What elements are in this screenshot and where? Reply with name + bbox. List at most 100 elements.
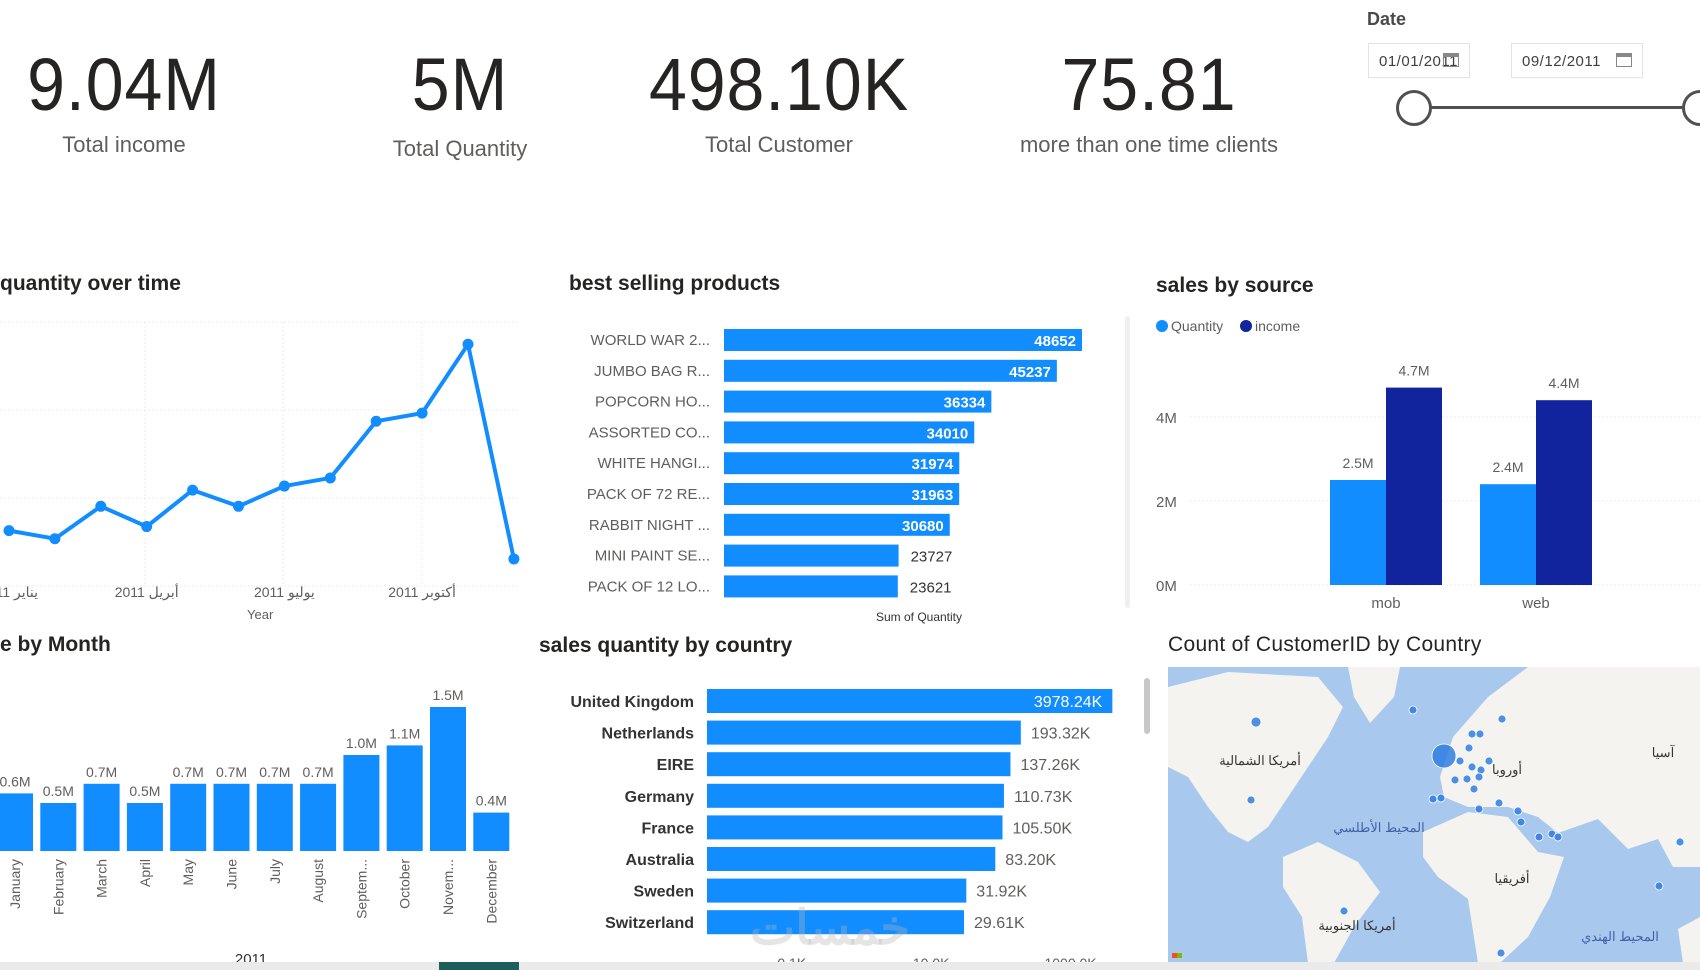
country-bubble <box>1474 772 1484 782</box>
country-bubble <box>1484 756 1494 766</box>
map-label: آسيا <box>1652 744 1676 760</box>
month-bar <box>83 783 120 851</box>
country-label: Germany <box>625 789 694 806</box>
data-label: 2.4M <box>1492 459 1523 475</box>
data-label: 36334 <box>944 395 986 412</box>
country-bubble <box>1450 775 1460 785</box>
country-label: EIRE <box>657 757 695 774</box>
customer-map[interactable]: أمريكا الشمالية أوروبا آسيا المحيط الأطل… <box>1168 667 1700 963</box>
date-slider-track[interactable] <box>1414 106 1700 109</box>
month-label: July <box>267 859 283 884</box>
start-date-input[interactable]: 01/01/2011 <box>1368 43 1470 78</box>
country-bubble <box>1553 832 1563 842</box>
month-label: October <box>397 859 413 909</box>
month-bar <box>170 783 207 851</box>
map-label: أمريكا الشمالية <box>1219 752 1301 769</box>
product-label: MINI PAINT SE... <box>595 548 710 565</box>
y-tick-label: 0M <box>1156 578 1177 595</box>
line-point <box>462 338 474 350</box>
product-bar <box>724 329 1082 351</box>
date-slider-start-handle[interactable] <box>1396 90 1432 126</box>
month-label: Septem... <box>353 859 369 919</box>
data-label: 34010 <box>927 425 969 442</box>
kpi-value: 5M <box>411 43 509 126</box>
kpi-value: 75.81 <box>1061 43 1237 126</box>
legend-marker <box>1156 320 1168 332</box>
data-label: 0.7M <box>216 764 247 780</box>
best-selling-products-chart: WORLD WAR 2... 48652 JUMBO BAG R... 45237 PO… <box>587 329 1082 624</box>
month-label: February <box>50 859 66 915</box>
data-label: 31974 <box>912 456 954 473</box>
month-label: June <box>224 859 240 890</box>
sales-quantity-by-country-chart: United Kingdom 3978.24K Netherlands 193.32K… <box>570 689 1113 970</box>
end-date-input[interactable]: 09/12/2011 <box>1511 43 1643 78</box>
month-bar <box>300 783 337 851</box>
data-label: 1.1M <box>389 725 420 741</box>
country-label: Sweden <box>634 884 694 901</box>
x-tick-label: يناير 2011 <box>0 584 38 601</box>
month-label: March <box>94 859 110 898</box>
data-label: 0.5M <box>43 783 74 799</box>
line-point <box>233 500 244 512</box>
x-tick-label: أبريل 2011 <box>115 582 179 601</box>
source-bar <box>1386 387 1442 585</box>
country-bubble <box>1534 832 1544 842</box>
line-point <box>49 533 61 545</box>
month-label: May <box>180 859 196 885</box>
map-labels: أمريكا الشمالية أوروبا آسيا المحيط الأطل… <box>1219 744 1675 945</box>
line-point <box>370 415 382 427</box>
y-tick-label: 2M <box>1156 494 1177 511</box>
source-chart-title: sales by source <box>1156 274 1314 297</box>
line-point <box>416 407 428 419</box>
country-bubble <box>1675 837 1685 847</box>
data-label: 0.7M <box>303 764 334 780</box>
month-bar <box>126 803 163 851</box>
data-label: 1.0M <box>346 735 377 751</box>
month-bar <box>0 793 33 851</box>
calendar-icon[interactable] <box>1443 53 1459 67</box>
month-label: December <box>483 859 499 924</box>
country-label: United Kingdom <box>570 694 694 711</box>
legend-label: Quantity <box>1171 318 1223 334</box>
line-point <box>141 521 153 533</box>
legend-label: income <box>1255 318 1300 334</box>
data-label: 0.5M <box>129 783 160 799</box>
product-bar <box>724 421 975 444</box>
map-label: أوروبا <box>1492 761 1522 778</box>
product-bar <box>724 513 950 536</box>
month-bar <box>430 707 466 851</box>
country-bar <box>707 720 1021 745</box>
date-slider-end-handle[interactable] <box>1682 90 1700 126</box>
country-bubble <box>1475 729 1485 739</box>
country-bubble <box>1516 817 1526 827</box>
country-bar <box>707 689 1113 713</box>
map-label: المحيط الأطلسي <box>1333 819 1424 835</box>
source-bar <box>1330 480 1386 585</box>
product-label: ASSORTED CO... <box>589 424 710 441</box>
date-slicer-label: Date <box>1367 9 1407 29</box>
line-point <box>508 553 520 565</box>
data-label: 0.7M <box>173 764 204 780</box>
data-label: 23621 <box>910 579 952 596</box>
country-bubble <box>1469 784 1479 794</box>
line-x-axis-title: Year <box>247 607 274 622</box>
page-tabs-bar <box>0 962 1700 970</box>
country-bar <box>707 910 965 935</box>
country-bar <box>707 847 996 871</box>
country-bar <box>707 815 1003 840</box>
end-date-value: 09/12/2011 <box>1522 53 1601 70</box>
line-point <box>95 500 107 512</box>
sales-by-source-chart: 0M 2M 4M Quantity income 2.5M 4.7M mob 2.4M 4.4M w… <box>1156 318 1700 612</box>
active-page-tab[interactable] <box>439 962 519 970</box>
product-label: PACK OF 12 LO... <box>588 578 710 595</box>
y-tick-label: 4M <box>1156 410 1177 427</box>
country-scrollbar[interactable] <box>1144 678 1150 734</box>
product-label: PACK OF 72 RE... <box>587 486 710 503</box>
country-label: Australia <box>626 852 695 869</box>
data-label: 0.4M <box>476 793 507 809</box>
country-bubble <box>1467 729 1477 739</box>
calendar-icon[interactable] <box>1616 53 1632 67</box>
products-scrollbar[interactable] <box>1125 316 1130 608</box>
data-label: 110.73K <box>1014 789 1073 806</box>
product-bar <box>724 452 960 475</box>
